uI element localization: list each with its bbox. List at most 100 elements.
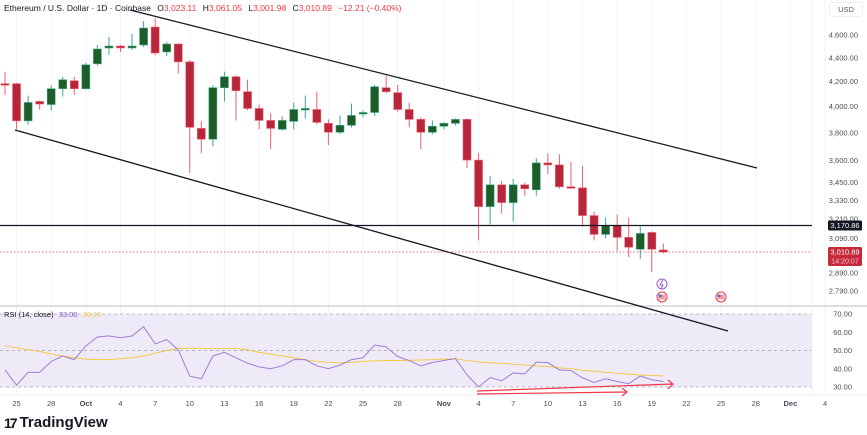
lightning-event-icon[interactable]	[656, 278, 668, 290]
date-tick-label: 13	[220, 399, 228, 408]
low-value: 3,001.98	[253, 3, 287, 13]
candle-down	[543, 153, 553, 174]
candle-up	[208, 85, 218, 147]
candle-down	[381, 75, 391, 94]
rsi-ma-line	[4, 345, 664, 377]
candle-up	[635, 226, 645, 259]
brand-name: TradingView	[19, 414, 108, 431]
candle-body	[324, 123, 333, 133]
candle-body	[173, 43, 183, 63]
candle-body	[635, 233, 645, 250]
rsi-value: 33.00	[58, 310, 78, 319]
candle-body	[139, 27, 148, 46]
date-tick-label: 10	[186, 399, 194, 408]
price-tick-label: 3,330.00	[829, 196, 858, 205]
date-tick-label: 22	[324, 399, 332, 408]
candle-body	[70, 80, 79, 89]
date-tick-label: 19	[290, 399, 298, 408]
candle-body	[162, 43, 171, 53]
candle-up	[601, 217, 610, 239]
candle-up	[335, 115, 345, 135]
price-tick-label: 3,600.00	[829, 156, 858, 165]
candle-body	[347, 115, 356, 126]
date-tick-label: Oct	[80, 399, 93, 408]
candle-body	[231, 76, 241, 91]
candle-body	[23, 102, 33, 122]
date-tick-label: 25	[12, 399, 20, 408]
candle-up	[23, 95, 33, 125]
tradingview-brand[interactable]: 17 TradingView	[4, 414, 108, 431]
candle-body	[428, 125, 437, 133]
candle-down	[116, 45, 125, 52]
candle-up	[58, 76, 68, 97]
candle-up	[162, 41, 171, 57]
date-tick-label: 4	[823, 399, 827, 408]
descending-channel-upper-line[interactable]	[129, 9, 758, 169]
candle-body	[220, 76, 229, 89]
candle-up	[370, 84, 379, 117]
date-tick-label: 25	[359, 399, 367, 408]
candle-up	[439, 122, 449, 130]
candle-down	[254, 104, 264, 130]
price-tick-label: 4,000.00	[829, 102, 858, 111]
candle-body	[243, 91, 252, 109]
candle-body	[601, 225, 610, 235]
date-tick-label: 16	[613, 399, 621, 408]
divergence-arrow[interactable]	[476, 379, 674, 392]
candle-body	[35, 101, 44, 105]
candle-body	[12, 83, 21, 122]
candle-down	[520, 182, 530, 196]
candle-up	[46, 85, 56, 111]
date-tick-label: 25	[717, 399, 725, 408]
date-tick-label: Nov	[437, 399, 452, 408]
price-axis[interactable]: 4,600.00 4,400.00 4,200.00 4,000.00 3,800.00…	[829, 31, 858, 296]
candle-body	[404, 109, 414, 120]
time-axis[interactable]: 25 28 Oct 4 7 10 13 16 19 22 25 28 Nov 4 7 10 13 16 19 22 25…	[12, 399, 827, 408]
candle-down	[231, 75, 241, 121]
price-tick-label: 2,890.00	[829, 268, 858, 277]
divergence-arrow[interactable]	[476, 387, 628, 397]
rsi-axis[interactable]: 70.00 60.00 50.00 40.00 30.00	[833, 310, 852, 392]
candle-body	[46, 88, 56, 105]
price-tick-label: 4,600.00	[829, 31, 858, 40]
candle-body	[197, 128, 206, 140]
candle-down	[324, 119, 333, 146]
candle-down	[0, 71, 10, 96]
candle-body	[266, 120, 275, 129]
candle-up	[451, 118, 460, 126]
candle-body	[127, 45, 137, 49]
us-flag-event-icon[interactable]	[715, 291, 727, 303]
candle-down	[173, 43, 183, 74]
candle-up	[347, 103, 356, 128]
candle-body	[543, 162, 553, 166]
last-price-text: 3,010.89	[830, 247, 859, 256]
rsi-legend[interactable]: RSI (14, close) 33.00 36.10	[4, 310, 101, 319]
symbol-legend[interactable]: Ethereum / U.S. Dollar · 1D · Coinbase O…	[4, 3, 402, 13]
bar-countdown-text: 14:20:07	[831, 258, 858, 265]
price-tick-label: 4,400.00	[829, 53, 858, 62]
candle-up	[485, 175, 495, 225]
candle-body	[566, 186, 576, 189]
candle-down	[150, 18, 160, 55]
currency-button[interactable]: USD	[829, 2, 863, 17]
candle-up	[220, 71, 229, 102]
candle-body	[104, 45, 114, 49]
candle-body	[289, 109, 299, 122]
candle-up	[93, 45, 102, 66]
change-value: −12.21 (−0.40%)	[338, 3, 402, 13]
candle-body	[0, 83, 10, 86]
candle-up	[428, 120, 437, 135]
price-tick-label: 2,790.00	[829, 287, 858, 296]
us-flag-event-icon[interactable]	[656, 291, 668, 303]
price-tick-label: 3,450.00	[829, 178, 858, 187]
candle-body	[185, 61, 195, 128]
candle-body	[555, 164, 564, 188]
descending-channel-lower-line[interactable]	[14, 129, 729, 332]
candle-down	[35, 100, 44, 110]
candle-up	[300, 95, 310, 119]
candle-body	[485, 184, 495, 207]
candle-body	[659, 249, 668, 253]
candle-body	[393, 92, 403, 110]
symbol-title: Ethereum / U.S. Dollar · 1D · Coinbase	[4, 3, 151, 13]
